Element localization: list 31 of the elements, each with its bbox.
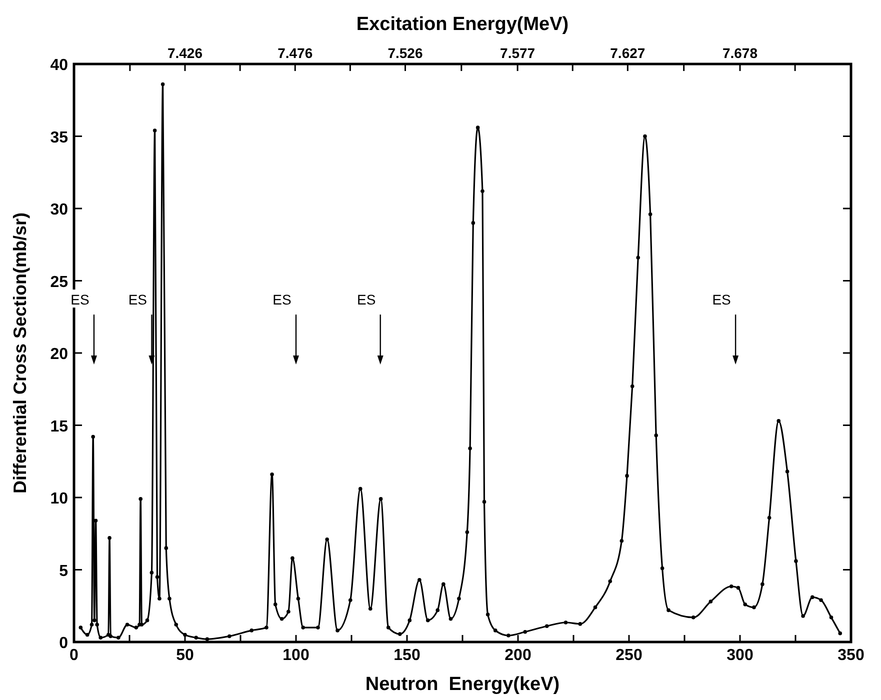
x2-tick-label: 7.577 — [500, 45, 536, 61]
x2-tick-label: 7.526 — [388, 45, 423, 61]
y-tick-label: 15 — [50, 418, 68, 436]
x2-tick-label: 7.426 — [167, 45, 203, 61]
ref-line-label: ES — [272, 292, 292, 308]
x-tick-label: 350 — [838, 647, 864, 664]
ref-line-label: ES — [712, 292, 731, 308]
x2-tick-label: 7.678 — [722, 45, 758, 61]
x-tick-label: 0 — [70, 647, 79, 664]
y-tick-label: 0 — [59, 635, 68, 652]
x-tick-label: 50 — [176, 647, 194, 664]
y-tick-label: 20 — [50, 346, 68, 363]
x2-axis-title: Excitation Energy(MeV) — [356, 14, 569, 35]
x-tick-label: 200 — [504, 647, 532, 664]
y-tick-label: 10 — [50, 490, 68, 508]
x2-tick-label: 7.476 — [278, 45, 313, 61]
x-tick-label: 150 — [394, 647, 420, 664]
y-tick-label: 30 — [50, 202, 68, 218]
x-axis-title: Neutron Energy(keV) — [365, 674, 560, 695]
y-tick-label: 25 — [50, 274, 68, 291]
ref-line-label: ES — [70, 292, 90, 308]
x-tick-label: 100 — [282, 647, 310, 664]
x2-tick-label: 7.627 — [610, 45, 646, 61]
ref-line-label: ES — [357, 292, 376, 308]
y-axis-title: Differential Cross Section(mb/sr) — [10, 212, 30, 494]
x-tick-label: 250 — [616, 647, 642, 664]
y-tick-label: 35 — [50, 129, 68, 146]
ref-line-label: ES — [128, 292, 148, 308]
x-tick-label: 300 — [726, 647, 754, 664]
y-tick-label: 5 — [59, 562, 68, 580]
y-tick-label: 40 — [50, 57, 68, 74]
